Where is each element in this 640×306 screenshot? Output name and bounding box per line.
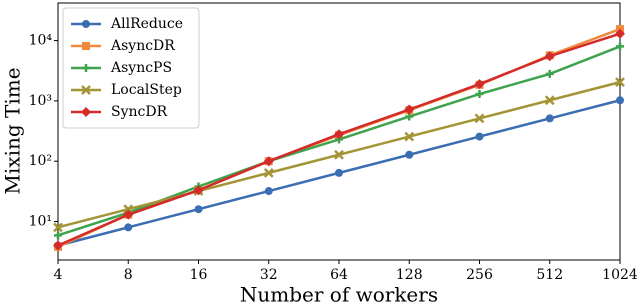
marker: [53, 240, 63, 251]
y-tick-label: 10³: [29, 93, 52, 109]
marker: [616, 96, 624, 105]
x-tick-label: 512: [536, 267, 563, 283]
marker: [334, 129, 344, 140]
marker: [544, 95, 555, 106]
marker: [194, 205, 203, 214]
marker: [81, 85, 91, 95]
marker: [475, 90, 484, 99]
marker: [545, 114, 554, 123]
marker: [404, 104, 415, 115]
marker: [123, 209, 134, 220]
marker: [124, 223, 133, 232]
x-axis-label: Number of workers: [240, 283, 438, 306]
marker: [615, 77, 625, 88]
y-tick-label: 10⁴: [29, 33, 53, 49]
x-tick-label: 4: [54, 267, 63, 283]
x-tick-label: 32: [260, 267, 278, 283]
x-tick-label: 64: [330, 267, 348, 283]
legend-box: [62, 7, 200, 129]
marker: [405, 150, 414, 159]
legend-label: AsyncDR: [110, 38, 175, 54]
marker: [82, 42, 90, 50]
marker: [616, 42, 624, 51]
marker: [81, 107, 91, 117]
marker: [264, 187, 273, 196]
marker: [53, 222, 63, 233]
marker: [263, 168, 274, 178]
legend-label: AsyncPS: [110, 60, 172, 76]
marker: [82, 64, 90, 72]
marker: [193, 185, 204, 196]
x-tick-label: 16: [190, 267, 208, 283]
y-axis-label: Mixing Time: [1, 67, 25, 194]
marker: [335, 168, 343, 177]
legend-label: AllReduce: [110, 16, 183, 32]
y-tick-label: 10¹: [29, 214, 52, 230]
marker: [475, 132, 484, 141]
x-tick-label: 128: [396, 267, 423, 283]
x-tick-label: 8: [124, 267, 133, 283]
legend: AllReduce AsyncDR AsyncPS LocalStep SyncDR: [62, 7, 200, 129]
legend-label: LocalStep: [111, 82, 182, 98]
marker: [123, 204, 134, 215]
marker: [54, 231, 62, 240]
x-tick-label: 1024: [602, 267, 638, 283]
marker: [82, 20, 90, 28]
marker: [404, 131, 415, 142]
marker: [334, 149, 344, 160]
marker: [544, 51, 555, 62]
x-tick-label: 256: [466, 267, 493, 283]
marker: [263, 156, 274, 167]
marker: [545, 69, 554, 78]
marker: [615, 28, 625, 39]
marker: [474, 79, 485, 90]
marker: [474, 113, 485, 124]
legend-label: SyncDR: [111, 104, 168, 120]
y-tick-label: 10²: [29, 153, 52, 169]
